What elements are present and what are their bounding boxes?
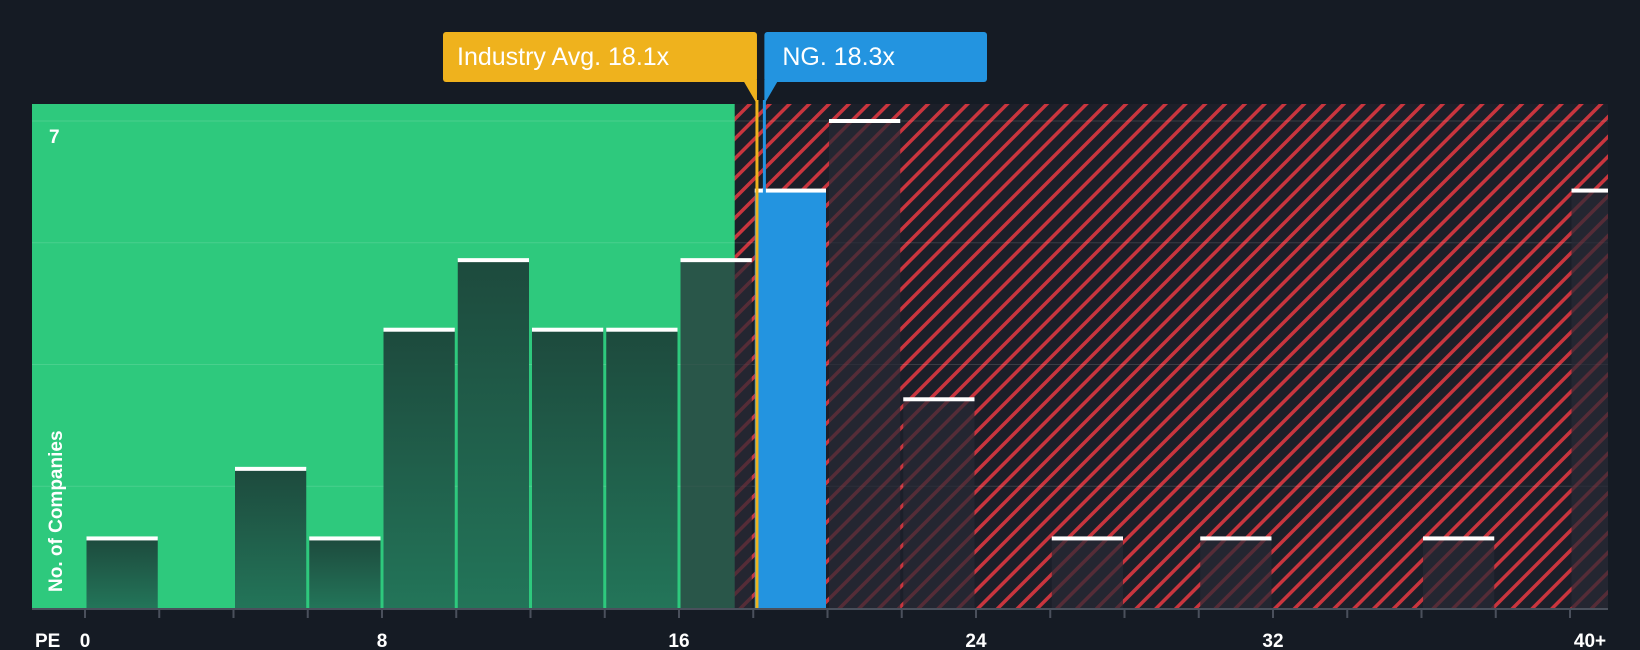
bar-20-22 [829,121,901,608]
histogram-bars [86,119,1608,609]
bar-cap-0-2 [86,536,158,541]
bar-10-12 [457,260,529,608]
company-badge [764,32,987,82]
bar-cap-8-10 [383,327,455,332]
x-tick-label-0: 0 [80,631,91,650]
industry-avg-badge [443,32,757,82]
bar-0-2 [86,538,158,608]
bar-cap-18-20 [754,188,826,193]
x-axis-label: PE [35,631,60,650]
bar-16-18 [680,260,752,608]
y-axis-label: No. of Companies [46,430,67,592]
company-label: NG. 18.3x [782,43,895,71]
x-tick-label-40: 40+ [1574,631,1606,650]
bar-8-10 [383,329,455,608]
bar-4-6 [235,468,307,608]
bar-cap-6-8 [309,536,381,541]
bar-36-38 [1423,538,1495,608]
x-tick-label-32: 32 [1262,631,1283,650]
bar-18-20 [754,190,826,609]
bar-26-28 [1051,538,1123,608]
bar-30-32 [1200,538,1272,608]
bar-cap-26-28 [1051,536,1123,541]
bar-cap-4-6 [235,466,307,471]
bar-cap-14-16 [606,327,678,332]
bar-cap-36-38 [1423,536,1495,541]
bar-cap-22-24 [903,397,975,402]
bar-14-16 [606,329,678,608]
x-tick-label-8: 8 [377,631,388,650]
bar-cap-16-18 [680,258,752,263]
industry-avg-label: Industry Avg. 18.1x [457,43,670,71]
x-tick-label-24: 24 [965,631,987,650]
bar-cap-20-22 [829,119,901,123]
bar-cap-40-42 [1571,188,1608,193]
bar-cap-10-12 [457,258,529,263]
bar-cap-12-14 [532,327,604,332]
industry-avg-pointer [742,80,757,104]
bar-12-14 [532,329,604,608]
bar-6-8 [309,538,381,608]
x-axis: 0 8 16 24 32 40+ [32,608,1608,650]
value-markers: Industry Avg. 18.1x NG. 18.3x [443,32,987,608]
bar-22-24 [903,399,975,608]
company-pointer [764,80,779,104]
y-tick-label-max: 7 [49,127,60,148]
x-tick-label-16: 16 [668,631,689,650]
bar-40-42 [1571,190,1608,609]
bar-cap-30-32 [1200,536,1272,541]
